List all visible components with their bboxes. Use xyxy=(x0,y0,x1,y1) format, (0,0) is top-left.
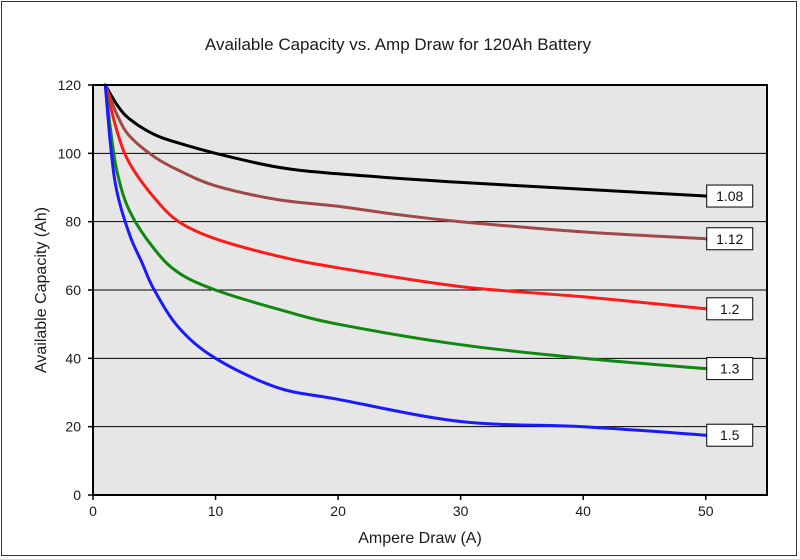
series-label-box xyxy=(706,227,754,251)
y-tick-label: 40 xyxy=(65,350,81,366)
y-tick-label: 120 xyxy=(58,77,82,93)
y-tick-label: 20 xyxy=(65,419,81,435)
x-tick-label: 20 xyxy=(330,503,346,519)
series-label-box xyxy=(706,297,754,321)
series-line-1-5 xyxy=(103,83,708,437)
series-line-1-12 xyxy=(103,83,708,241)
series-line-1-08 xyxy=(103,83,708,198)
x-axis-label: Ampere Draw (A) xyxy=(358,530,482,547)
series-label-box xyxy=(706,423,754,447)
series-line-1-2 xyxy=(103,83,708,311)
chart-title: Available Capacity vs. Amp Draw for 120A… xyxy=(205,35,592,54)
axis-ticks: 0 20 40 60 80 100 120 0 10 20 30 40 50 xyxy=(58,77,714,519)
series-line-1-3 xyxy=(103,83,708,371)
x-tick-label: 30 xyxy=(453,503,469,519)
series-layer xyxy=(103,83,708,437)
series-label-box xyxy=(706,357,754,381)
gridlines xyxy=(93,152,767,428)
y-tick-label: 100 xyxy=(58,145,82,161)
series-label-box xyxy=(706,184,754,208)
series-label: 1.08 xyxy=(716,188,743,204)
x-tick-label: 50 xyxy=(698,503,714,519)
y-tick-label: 60 xyxy=(65,282,81,298)
y-tick-label: 80 xyxy=(65,214,81,230)
x-tick-label: 0 xyxy=(89,503,97,519)
series-label: 1.3 xyxy=(720,361,740,377)
x-tick-label: 40 xyxy=(575,503,591,519)
series-labels: 1.08 1.12 1.2 1.3 1.5 xyxy=(706,184,754,447)
y-axis-label: Available Capacity (Ah) xyxy=(33,207,50,373)
series-label: 1.5 xyxy=(720,427,740,443)
series-label: 1.12 xyxy=(716,231,743,247)
x-tick-label: 10 xyxy=(208,503,224,519)
series-label: 1.2 xyxy=(720,301,740,317)
y-tick-label: 0 xyxy=(73,487,81,503)
